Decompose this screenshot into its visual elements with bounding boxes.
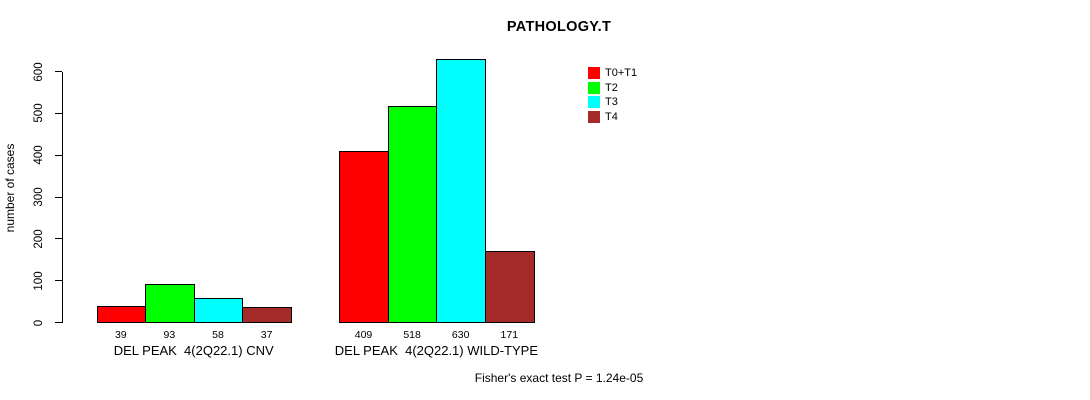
y-axis-tick-label: 400: [33, 145, 45, 165]
y-axis-tick-label: 500: [33, 103, 45, 123]
bar-value-label: 518: [403, 328, 421, 341]
legend-swatch: [588, 67, 600, 80]
bar-value-label: 39: [114, 328, 127, 341]
legend-label: T4: [605, 111, 618, 124]
legend-swatch: [588, 81, 600, 94]
bar-value-label: 171: [500, 328, 519, 341]
bar-t3: [193, 298, 244, 323]
y-axis-tick: [55, 71, 62, 72]
bar-t4: [242, 307, 292, 323]
y-axis-tick-label: 0: [33, 319, 45, 326]
legend-item: T4: [588, 110, 637, 125]
y-axis-line: [62, 71, 63, 323]
legend: T0+T1 T2 T3 T4: [588, 66, 637, 124]
y-axis-tick: [55, 196, 62, 198]
footnote-fisher-test: Fisher's exact test P = 1.24e-05: [474, 371, 644, 385]
bar-t4: [485, 250, 535, 323]
y-axis-label: number of cases: [3, 143, 17, 233]
bar-value-label: 630: [451, 328, 470, 341]
y-axis-tick: [55, 322, 62, 323]
group-label: DEL PEAK 4(2Q22.1) CNV: [113, 342, 274, 358]
legend-item: T0+T1: [588, 66, 637, 81]
legend-swatch: [588, 96, 600, 109]
y-axis-tick-label: 100: [33, 271, 45, 291]
bar-t3: [436, 58, 486, 323]
bar-value-label: 37: [260, 328, 273, 341]
legend-label: T3: [605, 96, 618, 109]
legend-label: T2: [605, 81, 618, 94]
y-axis-tick-label: 300: [33, 187, 45, 207]
bar-t2: [145, 283, 195, 323]
group-label: DEL PEAK 4(2Q22.1) WILD-TYPE: [334, 342, 539, 358]
bar-value-label: 93: [163, 328, 176, 341]
y-axis-tick-label: 600: [33, 61, 45, 82]
y-axis-tick: [55, 154, 62, 156]
y-axis-tick: [55, 238, 62, 240]
legend-swatch: [588, 111, 600, 124]
legend-item: T2: [588, 81, 637, 96]
bar-t2: [387, 105, 438, 323]
bar-t0-t1: [96, 306, 147, 323]
bar-value-label: 409: [354, 328, 373, 341]
bar-value-label: 58: [212, 328, 224, 341]
legend-item: T3: [588, 95, 637, 110]
chart-title: PATHOLOGY.T: [506, 19, 612, 35]
legend-label: T0+T1: [605, 67, 638, 80]
bar-t0-t1: [339, 151, 389, 323]
y-axis-tick: [55, 280, 62, 282]
y-axis-tick-label: 200: [33, 229, 45, 249]
y-axis-tick: [55, 112, 62, 114]
